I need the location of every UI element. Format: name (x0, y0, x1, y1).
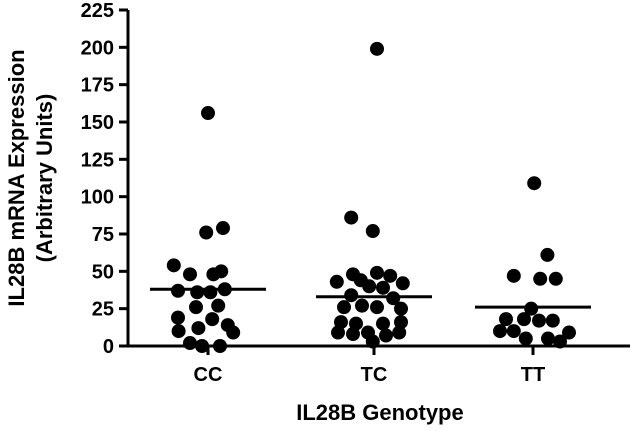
data-point-tt (541, 331, 555, 346)
data-point-tc (362, 279, 377, 294)
data-point-cc (195, 339, 209, 353)
data-points (166, 41, 576, 353)
y-tick-label: 25 (92, 299, 114, 321)
data-point-tc (379, 328, 393, 343)
data-point-cc (171, 310, 185, 325)
data-point-cc (226, 325, 241, 340)
data-point-cc (199, 225, 214, 240)
data-point-cc (206, 267, 221, 282)
y-tick-label: 150 (81, 112, 114, 134)
axes (126, 10, 630, 348)
data-point-tt (533, 271, 548, 286)
y-tick-label: 125 (81, 149, 114, 171)
data-point-tt (532, 313, 546, 328)
y-tick-label: 100 (81, 187, 114, 209)
y-axis-label-line-1: IL28B mRNA Expression (4, 49, 29, 306)
data-point-tt (562, 325, 576, 340)
data-point-tc (337, 300, 351, 315)
data-point-tc (346, 327, 360, 342)
y-tick-label: 225 (81, 0, 114, 22)
data-point-cc (191, 321, 206, 336)
data-point-tc (329, 274, 344, 289)
data-point-cc (203, 285, 218, 300)
data-point-tc (370, 41, 384, 56)
y-tick-label: 0 (103, 336, 114, 358)
data-point-cc (171, 324, 186, 339)
data-point-tc (394, 315, 408, 330)
data-point-tc (344, 210, 359, 225)
data-point-tt (517, 312, 531, 327)
y-tick-label: 175 (81, 75, 114, 97)
data-point-tc (376, 316, 390, 331)
data-point-tc (355, 298, 369, 313)
data-point-tt (518, 331, 533, 346)
data-point-tt (499, 312, 513, 327)
y-tick-label: 200 (81, 37, 114, 59)
data-point-tc (392, 325, 407, 340)
data-point-cc (189, 300, 203, 315)
data-point-tt (506, 324, 521, 339)
data-point-tt (527, 176, 542, 191)
x-tick-label: TT (521, 364, 545, 386)
x-axis-label: IL28B Genotype (296, 400, 463, 425)
x-tick-label: TC (361, 364, 388, 386)
data-point-tt (545, 313, 560, 328)
data-point-tt (553, 334, 567, 349)
y-tick-label: 50 (92, 261, 114, 283)
data-point-tc (376, 280, 390, 295)
data-point-cc (211, 298, 226, 313)
data-point-tt (506, 268, 521, 283)
data-point-tc (395, 276, 410, 291)
data-point-cc (183, 336, 197, 351)
median-lines (150, 287, 591, 309)
data-point-cc (213, 339, 227, 353)
y-tick-label: 75 (92, 224, 114, 246)
y-ticks: 0 25 50 75 100 125 150 175 200 225 (81, 0, 128, 358)
data-point-tc (331, 325, 345, 340)
data-point-cc (166, 258, 181, 273)
data-point-tt (548, 271, 563, 286)
data-point-tc (394, 301, 408, 316)
data-point-cc (183, 267, 197, 282)
data-point-tc (370, 265, 384, 280)
data-point-tc (383, 268, 398, 283)
data-point-cc (201, 106, 215, 121)
data-point-tt (540, 247, 555, 262)
data-point-cc (190, 285, 205, 300)
x-tick-label: CC (194, 364, 223, 386)
data-point-cc (205, 312, 220, 327)
data-point-tc (370, 300, 384, 315)
data-point-tc (365, 334, 380, 349)
data-point-cc (216, 221, 230, 236)
data-point-tc (365, 224, 380, 239)
y-axis-label-line-2: (Arbitrary Units) (32, 94, 57, 263)
x-ticks: CC TC TT (194, 346, 545, 386)
data-point-tt (493, 324, 507, 339)
